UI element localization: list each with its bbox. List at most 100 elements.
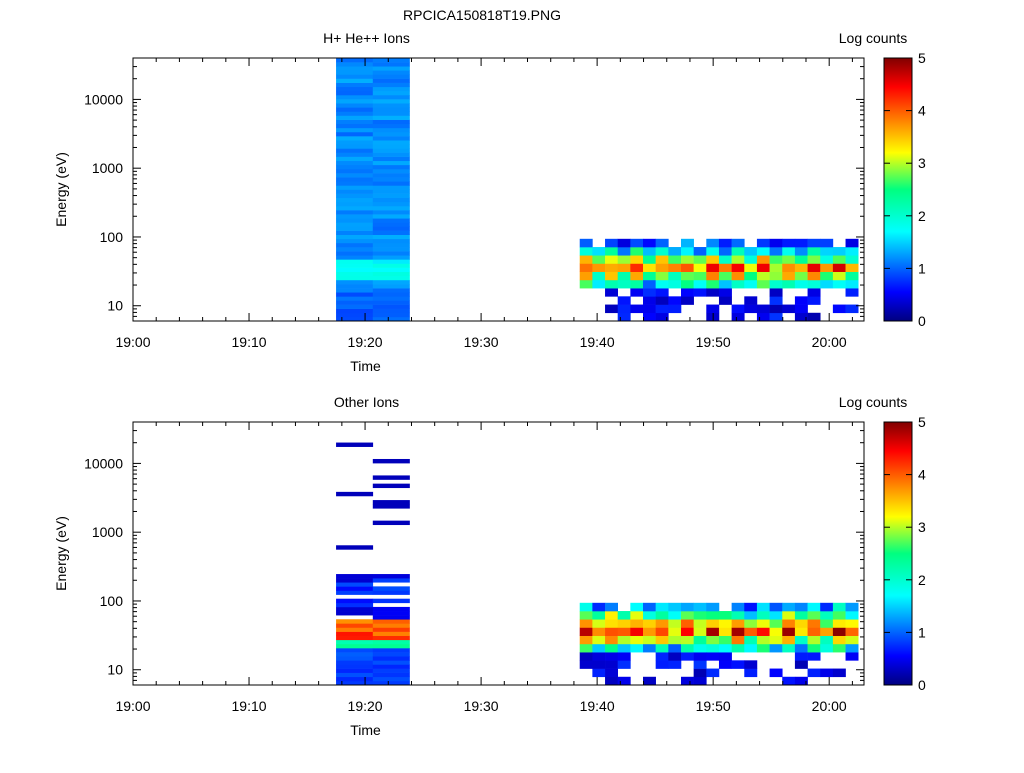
colorbar-label: Log counts <box>839 30 908 46</box>
heatmap-cell <box>372 574 410 579</box>
heatmap-cell <box>820 238 834 248</box>
x-tick-label: 19:40 <box>580 334 615 350</box>
heatmap-cell <box>782 627 796 636</box>
axes-frame <box>132 57 865 322</box>
heatmap-cell <box>372 312 410 318</box>
heatmap-cell <box>756 635 770 645</box>
heatmap-cell <box>668 652 682 661</box>
heatmap-cell <box>372 668 410 673</box>
heatmap-cell <box>718 635 732 645</box>
heatmap-cell <box>744 668 758 678</box>
heatmap-cell <box>372 611 410 616</box>
y-axis-label: Energy (eV) <box>53 516 69 591</box>
heatmap-cell <box>372 131 410 137</box>
heatmap-cell <box>592 652 606 661</box>
heatmap-cell <box>744 643 758 653</box>
heatmap-cell <box>630 304 644 314</box>
heatmap-cell <box>706 602 720 612</box>
heatmap-cell <box>630 288 644 297</box>
heatmap-cell <box>820 279 834 289</box>
heatmap-cell <box>706 255 720 264</box>
heatmap-cell <box>592 279 606 289</box>
heatmap-cell <box>756 312 770 322</box>
heatmap-cell <box>820 247 834 256</box>
heatmap-cell <box>718 296 732 305</box>
colorbar-tick-label: 0 <box>918 677 926 693</box>
heatmap-cell <box>617 635 631 645</box>
heatmap-cell <box>693 643 707 653</box>
heatmap-cell <box>372 615 410 620</box>
colorbar: Log counts 0 1 2 3 4 5 <box>839 30 926 329</box>
heatmap-cell <box>592 255 606 264</box>
heatmap-cell <box>336 247 374 252</box>
heatmap-cell <box>579 247 593 256</box>
heatmap <box>336 58 859 322</box>
heatmap-cell <box>336 672 374 678</box>
heatmap-cell <box>579 619 593 628</box>
heatmap-cell <box>617 652 631 661</box>
heatmap-cell <box>820 635 834 645</box>
heatmap-cell <box>807 271 821 281</box>
heatmap-cell <box>336 86 374 92</box>
heatmap-cell <box>794 602 808 612</box>
heatmap-cell <box>706 611 720 620</box>
heatmap-cell <box>655 271 669 281</box>
heatmap-cell <box>372 140 410 145</box>
heatmap-cell <box>605 660 618 669</box>
heatmap-cell <box>617 643 631 653</box>
heatmap-cell <box>336 58 374 63</box>
heatmap-cell <box>680 247 694 256</box>
heatmap-cell <box>769 312 783 322</box>
heatmap-cell <box>336 631 374 636</box>
heatmap-cell <box>372 300 410 305</box>
heatmap-cell <box>693 263 707 272</box>
heatmap-cell <box>680 288 694 297</box>
heatmap-cell <box>372 214 410 219</box>
heatmap-cell <box>605 668 618 678</box>
x-tick-label: 20:00 <box>812 334 847 350</box>
heatmap-cell <box>617 263 631 272</box>
heatmap-cell <box>643 619 656 628</box>
heatmap-cell <box>372 316 410 322</box>
heatmap-cell <box>820 255 834 264</box>
heatmap-cell <box>372 168 410 174</box>
heatmap-cell <box>372 639 410 645</box>
heatmap-cell <box>769 288 783 297</box>
heatmap-cell <box>336 623 374 628</box>
heatmap-cell <box>605 304 618 314</box>
heatmap-cell <box>668 255 682 264</box>
heatmap-cell <box>731 247 745 256</box>
heatmap-cell <box>668 635 682 645</box>
heatmap-cell <box>372 210 410 215</box>
heatmap-cell <box>769 635 783 645</box>
heatmap-cell <box>680 296 694 305</box>
heatmap-cell <box>718 271 732 281</box>
heatmap-cell <box>807 619 821 628</box>
heatmap-cell <box>655 263 669 272</box>
panel-1: H+ He++ Ions 19:00 19:10 19:20 19:30 19:40 19:… <box>53 30 926 374</box>
heatmap-cell <box>336 210 374 215</box>
heatmap-cell <box>372 86 410 92</box>
heatmap-cell <box>372 504 410 509</box>
heatmap-cell <box>372 99 410 104</box>
heatmap-cell <box>617 627 631 636</box>
heatmap-cell <box>820 619 834 628</box>
heatmap-cell <box>579 627 593 636</box>
colorbar-tick-label: 1 <box>918 260 926 276</box>
heatmap-cell <box>592 602 606 612</box>
heatmap-cell <box>336 230 374 235</box>
heatmap-cell <box>336 590 374 595</box>
heatmap-cell <box>630 627 644 636</box>
heatmap-cell <box>668 247 682 256</box>
heatmap-cell <box>336 123 374 129</box>
heatmap-cell <box>794 263 808 272</box>
heatmap-cell <box>617 255 631 264</box>
heatmap-cell <box>832 643 846 653</box>
heatmap-cell <box>372 185 410 190</box>
heatmap-cell <box>807 627 821 636</box>
heatmap-cell <box>336 308 374 314</box>
heatmap-cell <box>731 611 745 620</box>
heatmap-cell <box>630 602 644 612</box>
heatmap-cell <box>372 197 410 203</box>
heatmap-cell <box>756 627 770 636</box>
